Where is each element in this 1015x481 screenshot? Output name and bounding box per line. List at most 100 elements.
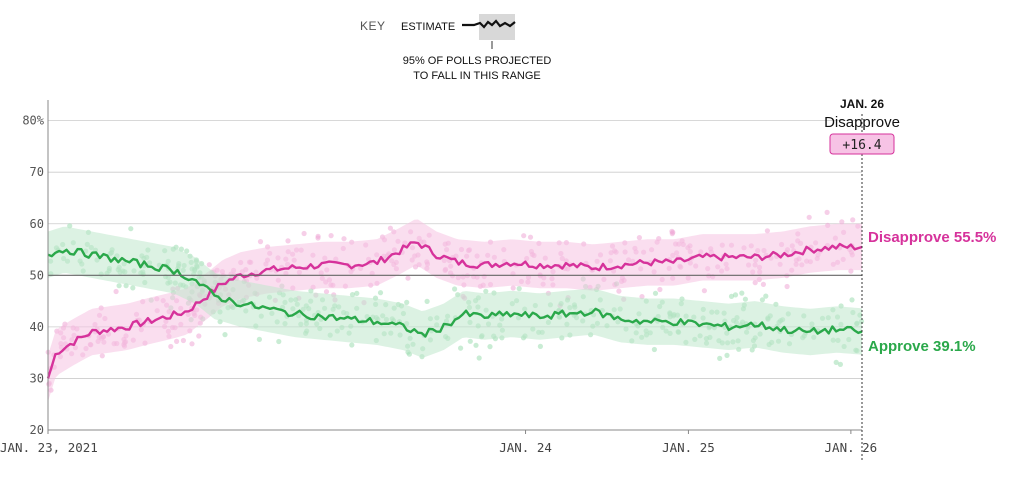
key: KEY ESTIMATE 95% OF POLLS PROJECTED TO F… [360,14,551,82]
poll-dot [196,333,202,339]
poll-dot [349,342,355,348]
y-tick-label: 80% [22,114,44,128]
tooltip-date: JAN. 26 [840,97,884,111]
poll-dot [285,238,291,244]
poll-dot [764,228,771,234]
y-tick-label: 50 [30,268,44,282]
poll-dot [276,338,282,345]
poll-dot [424,298,430,304]
x-tick-label: JAN. 24 [499,440,552,455]
poll-dot [651,346,658,353]
poll-dot [184,248,190,254]
poll-dot [328,233,334,239]
tooltip-value: +16.4 [842,138,881,153]
poll-dot [189,341,195,347]
poll-dot [749,347,755,353]
key-range-note-1: 95% OF POLLS PROJECTED [403,55,552,67]
key-range-note-2: TO FALL IN THIS RANGE [413,70,541,82]
poll-dot [467,338,473,344]
poll-dot [742,296,749,302]
poll-dot [839,219,845,225]
poll-dot [458,345,464,351]
axes: 20 30 40 50 60 70 80% JAN. 23, 2021 JAN. 24 JAN. … [0,100,877,455]
poll-dot [537,343,544,349]
poll-dot [701,288,708,294]
poll-dot [732,292,739,298]
approve-estimate-line [47,247,863,338]
poll-dot [728,293,735,299]
poll-dot [256,336,262,342]
poll-dot [377,290,384,296]
poll-dot [527,234,534,240]
poll-dot [521,233,527,239]
x-tick-label: JAN. 25 [662,440,715,455]
disapprove-range-band [48,219,862,402]
y-tick-label: 60 [30,217,44,231]
disapprove-end-label: Disapprove 55.5% [868,229,996,246]
poll-dot [616,288,622,294]
poll-dot [116,283,122,289]
tooltip-badge [829,133,895,155]
poll-dot [717,355,723,361]
approve-end-label: Approve 39.1% [868,338,976,355]
poll-dot [206,262,212,268]
poll-dot [174,338,180,344]
poll-dot [130,285,136,291]
poll-dot [387,225,393,231]
poll-dot [257,239,264,245]
poll-dot [168,343,174,350]
poll-dot [315,233,321,239]
poll-dot [652,290,659,296]
poll-dot [354,290,360,296]
poll-dot [113,288,119,295]
poll-dot [763,293,769,299]
poll-dot [669,231,675,237]
poll-dot [760,281,767,287]
poll-dot [99,353,105,359]
disapprove-estimate-line [46,241,863,379]
y-tick-label: 70 [30,165,44,179]
poll-dot [833,359,839,365]
x-tick-label: JAN. 23, 2021 [0,440,98,455]
poll-dot [850,217,856,223]
poll-dot [473,342,479,348]
poll-dot [483,288,489,294]
poll-dot [510,285,516,291]
poll-dot [452,286,458,292]
poll-dot [222,332,228,338]
key-estimate-label: ESTIMATE [401,21,455,33]
poll-dot [404,299,410,305]
poll-dot [824,209,830,215]
hover-tooltip: JAN. 26 Disapprove +16.4 [824,97,900,460]
y-tick-label: 30 [30,371,44,385]
poll-dot [849,297,855,303]
poll-dot [476,355,482,361]
key-label: KEY [360,19,386,33]
tooltip-title: Disapprove [824,114,900,131]
poll-dot [128,226,134,232]
poll-dot [349,292,356,298]
poll-dot [752,280,758,286]
poll-dot [837,361,844,367]
poll-dot [636,235,643,241]
poll-ranges [48,219,862,402]
poll-dot [301,230,307,237]
poll-dot [784,283,790,290]
poll-dot [405,275,411,281]
poll-dot [724,352,730,358]
approve-range-band [48,226,862,358]
poll-dot [759,297,766,303]
poll-dot [516,286,522,292]
y-tick-label: 40 [30,320,44,334]
poll-dot [657,286,663,293]
poll-dot [308,288,314,294]
estimate-lines [46,241,863,379]
poll-dot [806,214,812,220]
key-estimate-line [462,19,516,29]
x-tick-label: JAN. 26 [825,440,878,455]
poll-dot [739,290,745,296]
poll-dot [323,289,330,295]
poll-dot [180,337,186,344]
poll-dot [487,344,493,350]
